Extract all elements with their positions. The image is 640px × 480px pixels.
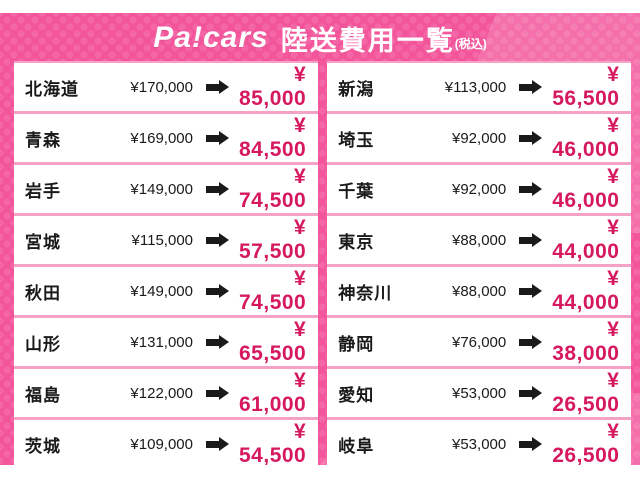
table-row: 東京 ¥88,000 ¥ 44,000 xyxy=(327,216,632,264)
original-price: ¥88,000 xyxy=(452,282,507,300)
discounted-price: ¥ 74,500 xyxy=(239,165,307,212)
discounted-price: ¥ 85,000 xyxy=(239,63,307,110)
arrow-right-icon xyxy=(206,284,230,298)
discounted-price: ¥ 57,500 xyxy=(239,216,307,263)
original-price: ¥131,000 xyxy=(130,333,193,351)
discounted-price: ¥ 84,500 xyxy=(239,114,307,161)
prefecture-label: 山形 xyxy=(25,334,61,354)
original-price: ¥115,000 xyxy=(131,231,193,249)
table-row: 埼玉 ¥92,000 ¥ 46,000 xyxy=(327,114,632,162)
prefecture-label: 秋田 xyxy=(25,283,61,303)
discounted-price: ¥ 61,000 xyxy=(239,369,307,416)
arrow-right-icon xyxy=(519,437,543,451)
discounted-price: ¥ 56,500 xyxy=(552,63,620,110)
original-price: ¥88,000 xyxy=(452,231,507,249)
table-row: 北海道 ¥170,000 ¥ 85,000 xyxy=(14,63,319,111)
arrow-right-icon xyxy=(206,131,230,145)
table-row: 茨城 ¥109,000 ¥ 54,500 xyxy=(14,420,319,465)
arrow-right-icon xyxy=(519,233,543,247)
prefecture-label: 愛知 xyxy=(338,385,375,405)
table-row: 岩手 ¥149,000 ¥ 74,500 xyxy=(14,165,319,213)
arrow-right-icon xyxy=(519,386,543,400)
prefecture-label: 岩手 xyxy=(25,181,61,201)
table-row: 山形 ¥131,000 ¥ 65,500 xyxy=(14,318,319,366)
prefecture-label: 埼玉 xyxy=(338,130,375,150)
prefecture-label: 東京 xyxy=(338,232,375,252)
prefecture-label: 宮城 xyxy=(25,232,61,252)
brand-logo: Pa!cars xyxy=(153,21,269,54)
original-price: ¥169,000 xyxy=(130,129,193,147)
discounted-price: ¥ 46,000 xyxy=(552,114,620,161)
arrow-right-icon xyxy=(519,284,543,298)
discounted-price: ¥ 44,000 xyxy=(552,267,620,314)
arrow-right-icon xyxy=(519,335,543,349)
arrow-right-icon xyxy=(206,335,230,349)
original-price: ¥92,000 xyxy=(452,129,507,147)
table-row: 新潟 ¥113,000 ¥ 56,500 xyxy=(327,63,632,111)
table-row: 千葉 ¥92,000 ¥ 46,000 xyxy=(327,165,632,213)
prefecture-label: 青森 xyxy=(25,130,61,150)
discounted-price: ¥ 38,000 xyxy=(552,318,620,365)
arrow-right-icon xyxy=(206,437,230,451)
discounted-price: ¥ 26,500 xyxy=(552,369,620,416)
prefecture-label: 岐阜 xyxy=(338,436,375,456)
arrow-right-icon xyxy=(206,80,230,94)
arrow-right-icon xyxy=(206,386,230,400)
original-price: ¥122,000 xyxy=(130,384,193,402)
original-price: ¥76,000 xyxy=(452,333,507,351)
arrow-right-icon xyxy=(519,182,543,196)
table-row: 岐阜 ¥53,000 ¥ 26,500 xyxy=(327,420,632,465)
arrow-right-icon xyxy=(519,131,543,145)
page-title-suffix: (税込) xyxy=(454,36,487,51)
table-row: 静岡 ¥76,000 ¥ 38,000 xyxy=(327,318,632,366)
original-price: ¥53,000 xyxy=(452,384,507,402)
page-header: Pa!cars 陸送費用一覧 (税込) xyxy=(0,16,640,60)
discounted-price: ¥ 54,500 xyxy=(239,420,307,465)
prefecture-label: 千葉 xyxy=(338,181,375,201)
discounted-price: ¥ 65,500 xyxy=(239,318,307,365)
prefecture-label: 福島 xyxy=(25,385,61,405)
original-price: ¥92,000 xyxy=(452,180,507,198)
original-price: ¥113,000 xyxy=(444,78,507,96)
prefecture-label: 茨城 xyxy=(25,436,61,456)
table-row: 福島 ¥122,000 ¥ 61,000 xyxy=(14,369,319,417)
fee-column-right: 新潟 ¥113,000 ¥ 56,500 埼玉 ¥92,000 ¥ 46,000… xyxy=(327,61,632,465)
prefecture-label: 神奈川 xyxy=(338,283,393,303)
discounted-price: ¥ 74,500 xyxy=(239,267,307,314)
discounted-price: ¥ 26,500 xyxy=(552,420,620,465)
prefecture-label: 新潟 xyxy=(338,79,375,99)
original-price: ¥53,000 xyxy=(452,435,507,453)
table-row: 神奈川 ¥88,000 ¥ 44,000 xyxy=(327,267,632,315)
page-title: 陸送費用一覧 xyxy=(280,25,455,56)
fee-poster: Pa!cars 陸送費用一覧 (税込) 北海道 ¥170,000 ¥ 85,00… xyxy=(0,13,640,465)
fee-column-left: 北海道 ¥170,000 ¥ 85,000 青森 ¥169,000 ¥ 84,5… xyxy=(14,61,319,465)
fee-table: 北海道 ¥170,000 ¥ 85,000 青森 ¥169,000 ¥ 84,5… xyxy=(14,61,632,465)
table-row: 青森 ¥169,000 ¥ 84,500 xyxy=(14,114,319,162)
original-price: ¥149,000 xyxy=(130,180,193,198)
prefecture-label: 北海道 xyxy=(25,79,79,99)
table-row: 宮城 ¥115,000 ¥ 57,500 xyxy=(14,216,319,264)
original-price: ¥170,000 xyxy=(130,78,193,96)
arrow-right-icon xyxy=(206,182,230,196)
original-price: ¥109,000 xyxy=(130,435,193,453)
arrow-right-icon xyxy=(206,233,230,247)
arrow-right-icon xyxy=(519,80,543,94)
prefecture-label: 静岡 xyxy=(338,334,375,354)
original-price: ¥149,000 xyxy=(130,282,193,300)
table-row: 秋田 ¥149,000 ¥ 74,500 xyxy=(14,267,319,315)
discounted-price: ¥ 46,000 xyxy=(552,165,620,212)
table-row: 愛知 ¥53,000 ¥ 26,500 xyxy=(327,369,632,417)
discounted-price: ¥ 44,000 xyxy=(552,216,620,263)
